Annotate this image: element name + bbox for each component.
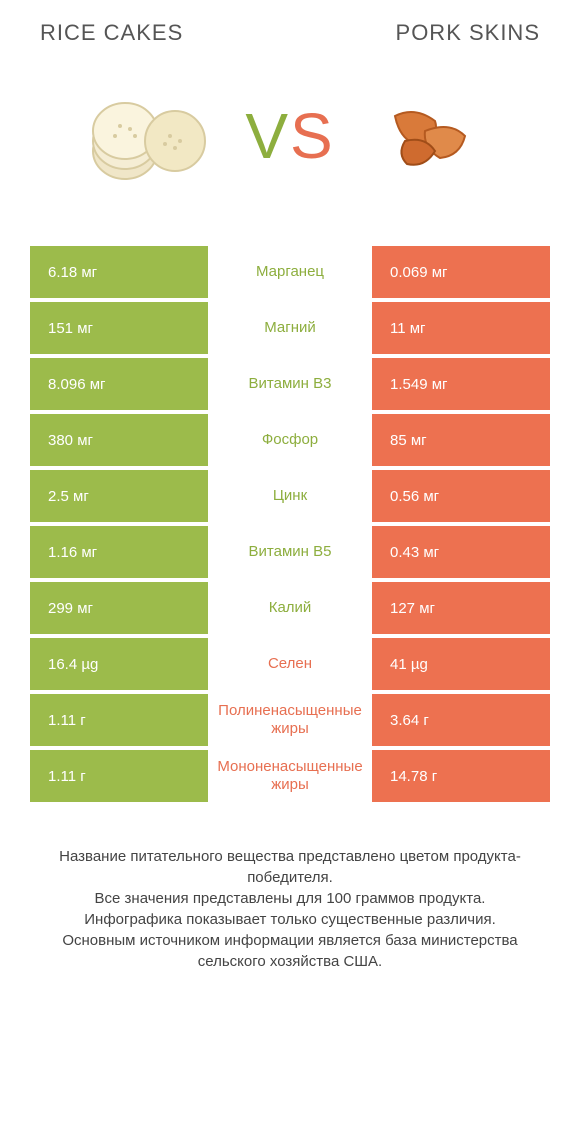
vs-label: VS: [245, 99, 334, 173]
left-value: 1.16 мг: [30, 526, 208, 578]
right-value: 85 мг: [372, 414, 550, 466]
table-row: 380 мгФосфор85 мг: [30, 414, 550, 470]
pork-skins-icon: [365, 81, 495, 191]
nutrient-label: Цинк: [208, 470, 372, 522]
footer-line2: Все значения представлены для 100 граммо…: [40, 888, 540, 909]
right-value: 1.549 мг: [372, 358, 550, 410]
footer-line4: Основным источником информации является …: [40, 930, 540, 972]
comparison-table: 6.18 мгМарганец0.069 мг151 мгМагний11 мг…: [30, 246, 550, 806]
table-row: 151 мгМагний11 мг: [30, 302, 550, 358]
right-value: 41 µg: [372, 638, 550, 690]
vs-row: VS: [30, 66, 550, 206]
left-food-title: RICE CAKES: [40, 20, 183, 46]
table-row: 16.4 µgСелен41 µg: [30, 638, 550, 694]
footer-text: Название питательного вещества представл…: [30, 846, 550, 972]
nutrient-label: Витамин B3: [208, 358, 372, 410]
table-row: 8.096 мгВитамин B31.549 мг: [30, 358, 550, 414]
table-row: 6.18 мгМарганец0.069 мг: [30, 246, 550, 302]
left-value: 16.4 µg: [30, 638, 208, 690]
left-value: 299 мг: [30, 582, 208, 634]
nutrient-label: Фосфор: [208, 414, 372, 466]
right-value: 3.64 г: [372, 694, 550, 746]
left-value: 380 мг: [30, 414, 208, 466]
left-value: 151 мг: [30, 302, 208, 354]
right-value: 14.78 г: [372, 750, 550, 802]
right-value: 0.56 мг: [372, 470, 550, 522]
right-value: 11 мг: [372, 302, 550, 354]
table-row: 1.11 гПолиненасыщенные жиры3.64 г: [30, 694, 550, 750]
nutrient-label: Мононенасыщенные жиры: [208, 750, 372, 802]
table-row: 1.11 гМононенасыщенные жиры14.78 г: [30, 750, 550, 806]
footer-line1: Название питательного вещества представл…: [40, 846, 540, 888]
nutrient-label: Магний: [208, 302, 372, 354]
right-value: 0.069 мг: [372, 246, 550, 298]
left-value: 6.18 мг: [30, 246, 208, 298]
left-value: 8.096 мг: [30, 358, 208, 410]
right-value: 0.43 мг: [372, 526, 550, 578]
header: RICE CAKES PORK SKINS: [30, 20, 550, 46]
left-value: 1.11 г: [30, 694, 208, 746]
nutrient-label: Марганец: [208, 246, 372, 298]
right-food-title: PORK SKINS: [396, 20, 540, 46]
nutrient-label: Витамин B5: [208, 526, 372, 578]
rice-cakes-icon: [85, 81, 215, 191]
nutrient-label: Полиненасыщенные жиры: [208, 694, 372, 746]
footer-line3: Инфографика показывает только существенн…: [40, 909, 540, 930]
table-row: 2.5 мгЦинк0.56 мг: [30, 470, 550, 526]
vs-s: S: [290, 100, 335, 172]
nutrient-label: Селен: [208, 638, 372, 690]
left-value: 1.11 г: [30, 750, 208, 802]
left-value: 2.5 мг: [30, 470, 208, 522]
table-row: 1.16 мгВитамин B50.43 мг: [30, 526, 550, 582]
table-row: 299 мгКалий127 мг: [30, 582, 550, 638]
right-value: 127 мг: [372, 582, 550, 634]
nutrient-label: Калий: [208, 582, 372, 634]
vs-v: V: [245, 100, 290, 172]
